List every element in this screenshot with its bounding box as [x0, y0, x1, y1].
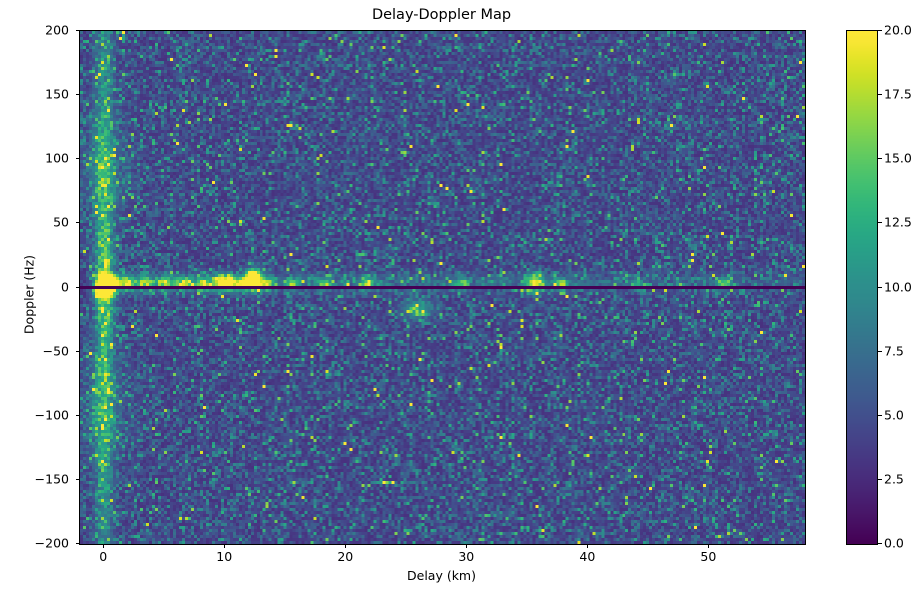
y-tick-mark: [75, 222, 79, 224]
colorbar-tick-label: 10.0: [884, 279, 912, 294]
y-tick-mark: [75, 414, 79, 416]
colorbar-tick-label: 20.0: [884, 22, 912, 38]
x-tick-label: 40: [579, 549, 596, 564]
y-tick-label: −150: [34, 471, 69, 487]
colorbar-tick-label: 17.5: [884, 86, 912, 102]
y-tick-mark: [75, 478, 79, 480]
colorbar-tick-mark: [878, 94, 882, 96]
y-tick-label: −100: [34, 407, 69, 423]
colorbar-tick-label: 2.5: [884, 471, 904, 487]
x-tick-mark: [345, 544, 347, 548]
y-tick-mark: [75, 158, 79, 160]
colorbar: [846, 30, 878, 545]
page-title: Delay-Doppler Map: [371, 7, 512, 23]
y-tick-label: 200: [45, 22, 69, 38]
colorbar-tick-label: 15.0: [884, 150, 912, 166]
y-tick-label: 50: [53, 214, 69, 230]
x-tick-label: 50: [700, 549, 717, 564]
colorbar-tick-mark: [878, 222, 882, 224]
x-tick-mark: [466, 544, 468, 548]
colorbar-tick-label: 7.5: [884, 343, 904, 359]
x-axis-label: Delay (km): [407, 568, 476, 583]
y-tick-mark: [75, 286, 79, 288]
colorbar-tick-mark: [878, 286, 882, 288]
x-tick-mark: [587, 544, 589, 548]
x-tick-label: 0: [99, 549, 108, 564]
y-tick-label: −200: [34, 535, 69, 551]
x-tick-mark: [224, 544, 226, 548]
y-tick-mark: [75, 94, 79, 96]
colorbar-gradient: [847, 31, 877, 544]
colorbar-tick-mark: [878, 158, 882, 160]
colorbar-tick-label: 12.5: [884, 214, 912, 230]
colorbar-tick-mark: [878, 350, 882, 352]
y-tick-label: 0: [61, 279, 69, 294]
y-axis-label: Doppler (Hz): [21, 254, 37, 334]
y-tick-label: −50: [42, 343, 69, 359]
colorbar-tick-mark: [878, 30, 882, 31]
y-tick-mark: [75, 350, 79, 352]
delay-doppler-heatmap-axes: [79, 30, 806, 545]
y-tick-label: 150: [45, 86, 69, 102]
colorbar-tick-mark: [878, 478, 882, 480]
colorbar-tick-mark: [878, 414, 882, 416]
x-tick-label: 20: [337, 549, 354, 564]
y-tick-label: 100: [45, 150, 69, 166]
x-tick-mark: [103, 544, 105, 548]
x-tick-mark: [708, 544, 710, 548]
y-tick-mark: [75, 30, 79, 31]
x-tick-label: 30: [458, 549, 475, 564]
colorbar-tick-mark: [878, 543, 882, 544]
y-tick-mark: [75, 543, 79, 544]
x-tick-label: 10: [216, 549, 233, 564]
colorbar-tick-label: 0.0: [884, 535, 904, 551]
heatmap-image: [80, 31, 805, 544]
colorbar-tick-label: 5.0: [884, 407, 904, 423]
